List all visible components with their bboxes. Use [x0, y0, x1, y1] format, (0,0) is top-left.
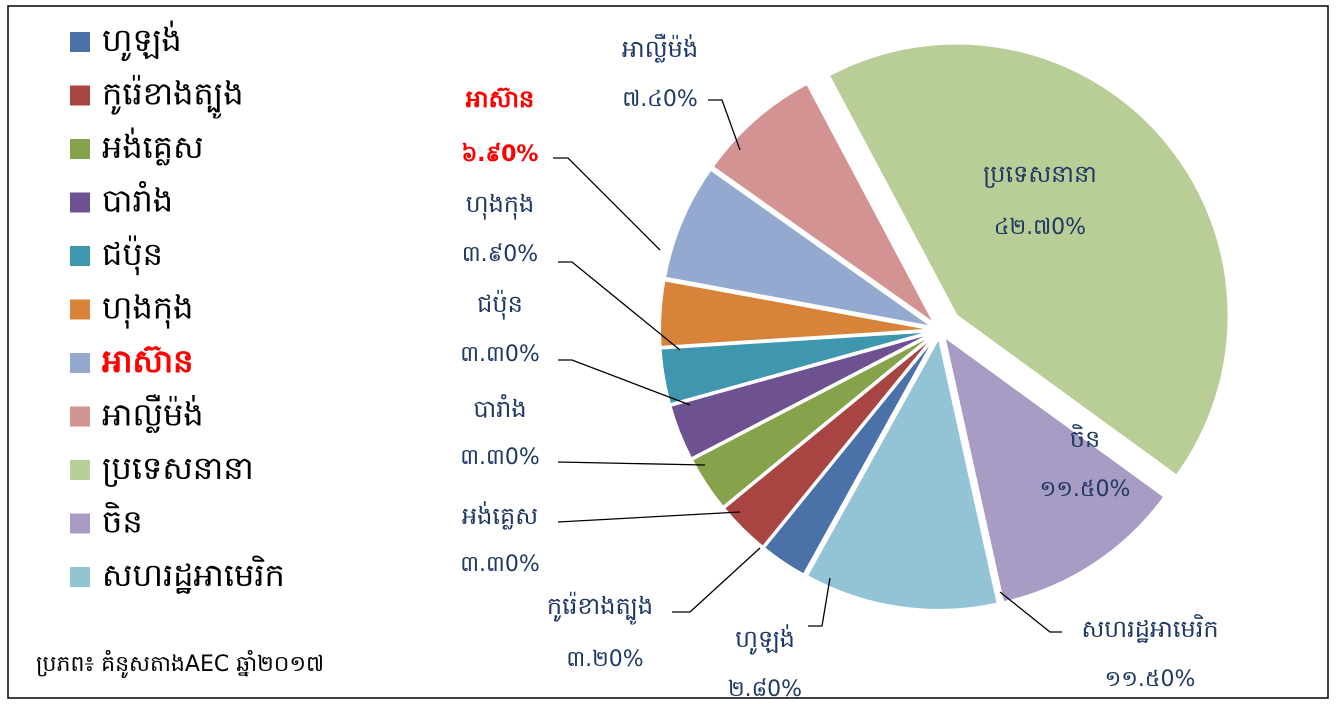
- legend-label: ចិន: [102, 502, 143, 541]
- legend-label: ប្រទេសនានា: [102, 449, 254, 487]
- leader-line: [808, 577, 831, 627]
- data-label-name: ជប៉ុន: [477, 289, 523, 320]
- leader-line: [557, 461, 706, 466]
- pie-slice: [669, 331, 934, 460]
- legend-swatch: [70, 139, 90, 159]
- legend-label: ជប៉ុន: [102, 235, 163, 276]
- legend-swatch: [70, 460, 90, 480]
- legend-label: ហុងកុង: [102, 289, 193, 330]
- leader-line: [999, 591, 1062, 633]
- legend-swatch: [70, 353, 90, 373]
- legend-label: អង់គ្លេស: [102, 127, 204, 166]
- data-label-name: កូរ៉េខាងត្បូង: [547, 591, 653, 625]
- data-label-name: បារាំង: [473, 394, 526, 423]
- data-label: ៣.៣0%: [460, 342, 540, 367]
- source-note: ប្រភព៖ គំនូសតាងAEC ឆ្នាំ២០១៧: [36, 650, 324, 678]
- data-label-name: ហុងកុង: [466, 190, 535, 220]
- legend-swatch: [70, 32, 90, 52]
- pie-slice: [942, 334, 1166, 604]
- pie-slice: [690, 333, 934, 509]
- legend-label: បារាំង: [102, 181, 173, 220]
- pie-slice: [762, 335, 937, 576]
- leader-line: [558, 261, 681, 351]
- data-label-name: ចិន: [1070, 424, 1100, 453]
- legend-swatch: [70, 567, 90, 587]
- data-label: ១១.៥0%: [1105, 667, 1196, 692]
- pie-slice: [805, 335, 999, 611]
- legend-swatch: [70, 406, 90, 427]
- data-label: ៧.៤0%: [622, 87, 698, 112]
- legend-swatch: [70, 85, 90, 106]
- legend-label: អាស៊ាន: [102, 342, 193, 380]
- leader-line: [553, 157, 661, 251]
- data-label: ៣.២0%: [566, 647, 643, 672]
- data-label: ៣.៣0%: [460, 552, 540, 577]
- legend-label: ហូឡង់: [102, 20, 182, 62]
- pie-slice: [711, 82, 936, 325]
- legend-label: កូរ៉េខាងត្បូង: [102, 75, 244, 120]
- legend-swatch: [70, 513, 90, 534]
- data-label-name: ហូឡង់: [735, 624, 795, 655]
- data-label: ៣.៣0%: [460, 445, 540, 470]
- legend-label: អាល្លឺម៉ង់: [102, 394, 204, 434]
- leader-line: [672, 547, 761, 613]
- legend-label: សហរដ្ឋអាមេរិក: [102, 555, 285, 594]
- data-label-name: សហរដ្ឋអាមេរិក: [1081, 614, 1218, 643]
- data-label-name: ប្រទេសនានា: [983, 160, 1097, 188]
- leader-line: [708, 99, 741, 151]
- data-label: ១១.៥0%: [1040, 477, 1131, 502]
- leader-line: [558, 359, 691, 406]
- legend-swatch: [70, 246, 90, 266]
- data-label-name: អាស៊ាន: [466, 85, 535, 113]
- data-label-name: អាល្លឺម៉ង់: [622, 33, 698, 63]
- legend-swatch: [70, 299, 90, 320]
- pie-slice: [659, 279, 933, 348]
- data-label: ៦.៩0%: [462, 142, 539, 167]
- pie-slice: [659, 330, 933, 406]
- pie-slice: [827, 42, 1230, 477]
- pie-slice: [663, 168, 934, 328]
- pie-slice: [722, 334, 936, 549]
- data-label: ៤២.៧0%: [994, 215, 1086, 240]
- data-label: ៣.៩0%: [462, 242, 538, 267]
- data-label: ២.៨0%: [728, 677, 802, 702]
- legend-swatch: [70, 192, 90, 213]
- leader-line: [557, 511, 741, 523]
- data-label-name: អង់គ្លេស: [462, 501, 538, 530]
